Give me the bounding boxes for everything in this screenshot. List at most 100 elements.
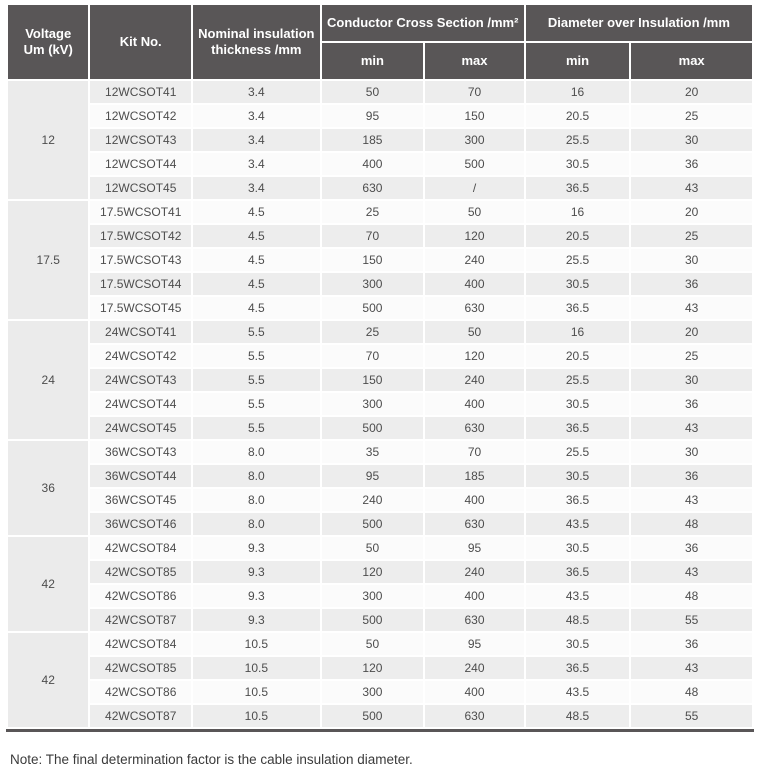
thickness-cell: 5.5 (192, 417, 320, 439)
table-row: 17.5WCSOT44 4.5 300 400 30.5 36 (8, 273, 752, 295)
ccs-max-cell: 400 (425, 681, 524, 703)
table-body: 12 12WCSOT41 3.4 50 70 16 20 12WCSOT42 3.4 95 150 2… (8, 81, 752, 727)
doi-min-cell: 36.5 (525, 417, 630, 439)
kit-no-cell: 17.5WCSOT43 (90, 249, 191, 271)
ccs-max-cell: 630 (425, 297, 524, 319)
thickness-cell: 4.5 (192, 297, 320, 319)
thickness-cell: 4.5 (192, 225, 320, 247)
header-doi-min: min (525, 43, 630, 79)
ccs-min-cell: 185 (321, 129, 424, 151)
thickness-cell: 3.4 (192, 81, 320, 103)
ccs-min-cell: 35 (321, 441, 424, 463)
doi-max-cell: 43 (631, 657, 752, 679)
doi-min-cell: 43.5 (525, 681, 630, 703)
ccs-max-cell: 70 (425, 441, 524, 463)
doi-max-cell: 36 (631, 273, 752, 295)
ccs-min-cell: 630 (321, 177, 424, 199)
ccs-max-cell: 95 (425, 537, 524, 559)
ccs-max-cell: 630 (425, 513, 524, 535)
ccs-min-cell: 25 (321, 321, 424, 343)
thickness-cell: 8.0 (192, 465, 320, 487)
doi-max-cell: 30 (631, 441, 752, 463)
ccs-max-cell: / (425, 177, 524, 199)
kit-no-cell: 12WCSOT41 (90, 81, 191, 103)
doi-min-cell: 30.5 (525, 537, 630, 559)
kit-no-cell: 12WCSOT45 (90, 177, 191, 199)
doi-max-cell: 36 (631, 633, 752, 655)
header-ccs-min: min (321, 43, 424, 79)
ccs-min-cell: 300 (321, 585, 424, 607)
doi-min-cell: 25.5 (525, 369, 630, 391)
spec-table: Voltage Um (kV) Kit No. Nominal insulati… (6, 3, 754, 729)
ccs-max-cell: 240 (425, 657, 524, 679)
doi-max-cell: 43 (631, 489, 752, 511)
ccs-max-cell: 50 (425, 321, 524, 343)
kit-no-cell: 42WCSOT84 (90, 633, 191, 655)
ccs-min-cell: 95 (321, 465, 424, 487)
ccs-min-cell: 50 (321, 81, 424, 103)
kit-no-cell: 42WCSOT87 (90, 609, 191, 631)
ccs-min-cell: 120 (321, 657, 424, 679)
table-bottom-rule (6, 729, 754, 732)
ccs-min-cell: 300 (321, 273, 424, 295)
ccs-min-cell: 500 (321, 513, 424, 535)
doi-max-cell: 43 (631, 297, 752, 319)
doi-max-cell: 30 (631, 129, 752, 151)
doi-min-cell: 20.5 (525, 345, 630, 367)
ccs-max-cell: 50 (425, 201, 524, 223)
kit-no-cell: 42WCSOT86 (90, 681, 191, 703)
doi-min-cell: 30.5 (525, 273, 630, 295)
header-diameter-over-insulation: Diameter over Insulation /mm (525, 5, 752, 41)
table-row: 36WCSOT46 8.0 500 630 43.5 48 (8, 513, 752, 535)
ccs-min-cell: 500 (321, 417, 424, 439)
doi-min-cell: 36.5 (525, 297, 630, 319)
doi-max-cell: 20 (631, 81, 752, 103)
doi-min-cell: 30.5 (525, 633, 630, 655)
thickness-cell: 5.5 (192, 345, 320, 367)
thickness-cell: 10.5 (192, 705, 320, 727)
doi-min-cell: 20.5 (525, 225, 630, 247)
spec-table-wrap: Voltage Um (kV) Kit No. Nominal insulati… (6, 3, 754, 732)
ccs-min-cell: 300 (321, 681, 424, 703)
thickness-cell: 3.4 (192, 129, 320, 151)
ccs-max-cell: 95 (425, 633, 524, 655)
ccs-min-cell: 150 (321, 369, 424, 391)
ccs-max-cell: 400 (425, 489, 524, 511)
doi-max-cell: 36 (631, 393, 752, 415)
table-row: 17.5WCSOT43 4.5 150 240 25.5 30 (8, 249, 752, 271)
doi-min-cell: 43.5 (525, 513, 630, 535)
table-row: 24 24WCSOT41 5.5 25 50 16 20 (8, 321, 752, 439)
doi-max-cell: 43 (631, 417, 752, 439)
table-row: 42WCSOT87 10.5 500 630 48.5 55 (8, 705, 752, 727)
doi-min-cell: 20.5 (525, 105, 630, 127)
ccs-max-cell: 70 (425, 81, 524, 103)
doi-min-cell: 48.5 (525, 609, 630, 631)
ccs-max-cell: 400 (425, 393, 524, 415)
ccs-min-cell: 70 (321, 225, 424, 247)
table-row: 36WCSOT45 8.0 240 400 36.5 43 (8, 489, 752, 511)
doi-min-cell: 30.5 (525, 153, 630, 175)
ccs-max-cell: 400 (425, 273, 524, 295)
doi-max-cell: 20 (631, 201, 752, 223)
doi-max-cell: 43 (631, 561, 752, 583)
thickness-cell: 9.3 (192, 585, 320, 607)
header-doi-max: max (631, 43, 752, 79)
ccs-max-cell: 240 (425, 561, 524, 583)
ccs-max-cell: 630 (425, 609, 524, 631)
header-nominal-insulation: Nominal insulation thickness /mm (192, 5, 320, 79)
table-row: 42WCSOT85 9.3 120 240 36.5 43 (8, 561, 752, 583)
voltage-cell: 36 (8, 441, 89, 535)
thickness-cell: 4.5 (192, 249, 320, 271)
table-row: 42WCSOT86 9.3 300 400 43.5 48 (8, 585, 752, 607)
table-row: 12WCSOT44 3.4 400 500 30.5 36 (8, 153, 752, 175)
doi-min-cell: 16 (525, 201, 630, 223)
thickness-cell: 8.0 (192, 489, 320, 511)
kit-no-cell: 36WCSOT45 (90, 489, 191, 511)
table-row: 36WCSOT44 8.0 95 185 30.5 36 (8, 465, 752, 487)
footnote: Note: The final determination factor is … (10, 752, 413, 767)
thickness-cell: 10.5 (192, 657, 320, 679)
kit-no-cell: 36WCSOT44 (90, 465, 191, 487)
doi-max-cell: 43 (631, 177, 752, 199)
thickness-cell: 3.4 (192, 177, 320, 199)
ccs-max-cell: 400 (425, 585, 524, 607)
